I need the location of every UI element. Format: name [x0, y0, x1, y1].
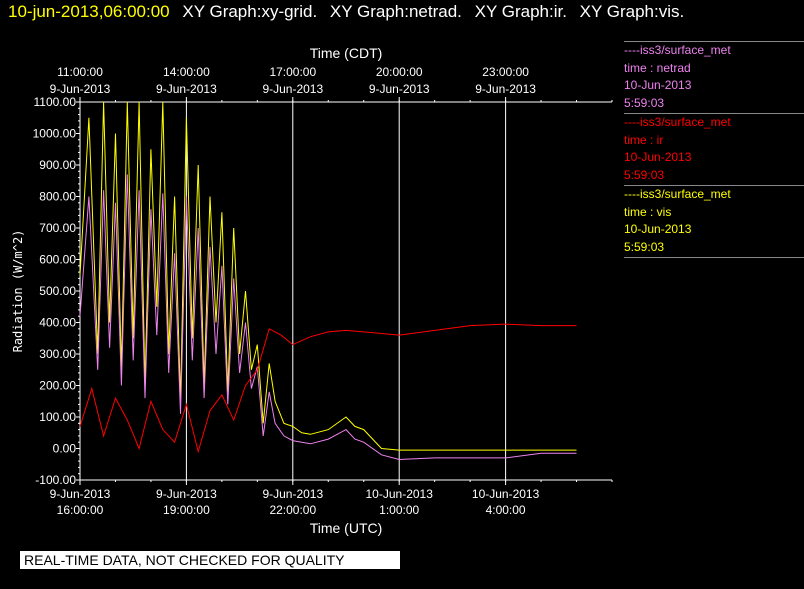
- y-tick-label: 100.00: [39, 410, 76, 424]
- x-top-tick-date-label: 9-Jun-2013: [369, 82, 430, 96]
- x-top-tick-date-label: 9-Jun-2013: [262, 82, 323, 96]
- legend-source: ----iss3/surface_met: [624, 43, 731, 57]
- y-tick-label: 300.00: [39, 347, 76, 361]
- legend-entry-vis: ----iss3/surface_met time : vis 10-Jun-2…: [624, 185, 804, 258]
- x-tick-date-label: 10-Jun-2013: [472, 487, 540, 501]
- title-bar: 10-jun-2013,06:00:00 XY Graph:xy-grid. X…: [8, 2, 684, 22]
- legend-separator: [624, 113, 804, 114]
- x-tick-time-label: 1:00:00: [379, 503, 419, 517]
- legend-variable: time : netrad: [624, 60, 691, 75]
- y-tick-label: -100.00: [35, 473, 76, 487]
- y-tick-label: 900.00: [39, 158, 76, 172]
- y-axis-label: Radiation (W/m^2): [11, 230, 25, 353]
- legend-separator: [624, 41, 804, 42]
- x-axis-top-label: Time (CDT): [310, 45, 383, 61]
- x-tick-date-label: 9-Jun-2013: [156, 487, 217, 501]
- graph-name-netrad[interactable]: XY Graph:netrad.: [329, 2, 462, 21]
- y-tick-label: 1000.00: [33, 127, 77, 141]
- legend-separator: [624, 257, 804, 258]
- x-tick-time-label: 22:00:00: [269, 503, 316, 517]
- quality-notice: REAL-TIME DATA, NOT CHECKED FOR QUALITY: [20, 551, 400, 569]
- y-tick-label: 700.00: [39, 221, 76, 235]
- series-line: [79, 101, 577, 451]
- graph-name-vis[interactable]: XY Graph:vis.: [579, 2, 685, 21]
- series-line: [79, 323, 577, 454]
- legend-separator: [624, 185, 804, 186]
- x-top-tick-time-label: 17:00:00: [269, 65, 316, 79]
- timestamp-label: 10-jun-2013,06:00:00: [8, 2, 170, 21]
- x-tick-time-label: 16:00:00: [57, 503, 104, 517]
- x-top-tick-date-label: 9-Jun-2013: [475, 82, 536, 96]
- x-tick-date-label: 9-Jun-2013: [50, 487, 111, 501]
- x-tick-date-label: 10-Jun-2013: [366, 487, 434, 501]
- legend-source: ----iss3/surface_met: [624, 187, 731, 201]
- legend-date: 10-Jun-2013: [624, 222, 692, 236]
- legend-date: 10-Jun-2013: [624, 78, 692, 92]
- x-tick-time-label: 4:00:00: [486, 503, 526, 517]
- y-tick-label: 500.00: [39, 284, 76, 298]
- y-tick-label: 200.00: [39, 379, 76, 393]
- x-top-tick-time-label: 20:00:00: [376, 65, 423, 79]
- legend-source: ----iss3/surface_met: [624, 115, 731, 129]
- legend-variable: time : vis: [624, 204, 672, 219]
- y-tick-label: 0.00: [53, 442, 77, 456]
- x-top-tick-time-label: 11:00:00: [57, 65, 103, 79]
- x-axis-label: Time (UTC): [310, 520, 383, 536]
- y-tick-label: 600.00: [39, 253, 76, 267]
- x-top-tick-date-label: 9-Jun-2013: [50, 82, 111, 96]
- graph-name-xy-grid[interactable]: XY Graph:xy-grid.: [182, 2, 318, 21]
- y-tick-label: 1100.00: [34, 95, 77, 109]
- y-tick-label: 400.00: [39, 316, 76, 330]
- legend-time: 5:59:03: [624, 167, 665, 182]
- x-tick-time-label: 19:00:00: [163, 503, 210, 517]
- legend-variable: time : ir: [624, 132, 664, 147]
- series-line: [79, 174, 577, 461]
- x-tick-date-label: 9-Jun-2013: [262, 487, 323, 501]
- x-top-tick-date-label: 9-Jun-2013: [156, 82, 217, 96]
- legend-date: 10-Jun-2013: [624, 150, 692, 164]
- legend-entry-ir: ----iss3/surface_met time : ir 10-Jun-20…: [624, 113, 804, 184]
- legend-time: 5:59:03: [624, 239, 665, 254]
- legend-entry-netrad: ----iss3/surface_met time : netrad 10-Ju…: [624, 41, 804, 112]
- y-tick-label: 800.00: [39, 190, 76, 204]
- x-top-tick-time-label: 23:00:00: [482, 65, 529, 79]
- x-top-tick-time-label: 14:00:00: [163, 65, 210, 79]
- legend-time: 5:59:03: [624, 95, 665, 110]
- graph-name-ir[interactable]: XY Graph:ir.: [474, 2, 567, 21]
